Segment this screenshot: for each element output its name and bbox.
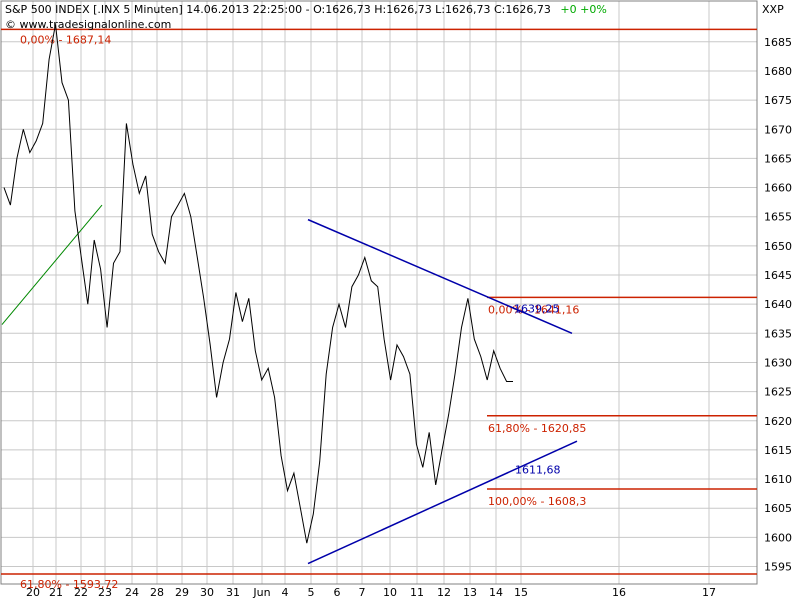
chart-title: S&P 500 INDEX [.INX 5 Minuten] 14.06.201…	[5, 3, 607, 16]
y-tick-label: 1625	[764, 386, 792, 399]
triangle-lower-trendline	[307, 440, 578, 565]
y-tick-label: 1595	[764, 561, 792, 574]
triangle-upper-trendline	[307, 218, 573, 334]
plot-frame	[0, 0, 758, 585]
fib-lower-label: 61,80% - 1620,85	[488, 422, 586, 435]
x-tick-label: 21	[49, 586, 63, 599]
fib-upper-label: 0,00% - 1687,14	[20, 33, 111, 46]
axis-corner-label: XXP	[762, 3, 784, 16]
x-tick-label: 15	[514, 586, 528, 599]
y-axis: 1595 1600 1605 1610 1615 1620 1625 1630 1635 1640…	[764, 36, 792, 574]
trend-lines: 1639,25 1611,68	[1, 204, 578, 565]
x-tick-label: 6	[334, 586, 341, 599]
y-tick-label: 1660	[764, 182, 792, 195]
y-tick-label: 1610	[764, 473, 792, 486]
x-tick-label: 24	[125, 586, 139, 599]
y-tick-label: 1615	[764, 444, 792, 457]
x-tick-label: 31	[226, 586, 240, 599]
y-tick-label: 1640	[764, 298, 792, 311]
x-tick-label: 11	[410, 586, 424, 599]
x-tick-label: 12	[437, 586, 451, 599]
x-tick-label: 10	[383, 586, 397, 599]
fib-lower-label: 100,00% - 1608,3	[488, 495, 586, 508]
price-series-line	[3, 24, 513, 544]
change-text: +0 +0%	[560, 3, 606, 16]
x-tick-label: 20	[26, 586, 40, 599]
x-tick-label: 23	[98, 586, 112, 599]
x-tick-label: 14	[489, 586, 503, 599]
x-tick-label: 4	[282, 586, 289, 599]
x-tick-label: 29	[175, 586, 189, 599]
fib-upper-label: 61,80% - 1593,72	[20, 578, 118, 591]
y-tick-label: 1655	[764, 211, 792, 224]
y-tick-label: 1685	[764, 36, 792, 49]
x-tick-label: 13	[463, 586, 477, 599]
triangle-bottom-label: 1611,68	[515, 463, 561, 476]
y-tick-label: 1620	[764, 415, 792, 428]
title-text: S&P 500 INDEX [.INX 5 Minuten] 14.06.201…	[5, 3, 551, 16]
y-tick-label: 1605	[764, 502, 792, 515]
x-tick-label: 5	[308, 586, 315, 599]
y-tick-label: 1635	[764, 327, 792, 340]
watermark: © www.tradesignalonline.com	[5, 18, 171, 31]
green-trendline	[1, 204, 103, 325]
x-tick-label: 17	[702, 586, 716, 599]
y-tick-label: 1630	[764, 356, 792, 369]
x-tick-label: 28	[150, 586, 164, 599]
y-tick-label: 1680	[764, 65, 792, 78]
y-tick-label: 1665	[764, 152, 792, 165]
x-tick-label: 30	[200, 586, 214, 599]
x-tick-label: 16	[612, 586, 626, 599]
x-tick-label: Jun	[252, 586, 270, 599]
triangle-top-label: 1639,25	[514, 303, 560, 316]
x-tick-label: 22	[74, 586, 88, 599]
y-tick-label: 1670	[764, 123, 792, 136]
grid-lines	[1, 1, 757, 584]
x-tick-label: 7	[359, 586, 366, 599]
y-tick-label: 1675	[764, 94, 792, 107]
y-tick-label: 1650	[764, 240, 792, 253]
x-axis: 20 21 22 23 24 28 29 30 31 Jun 4 5 6 7 10 11 12 13 14 15 16 1…	[26, 586, 716, 599]
y-tick-label: 1645	[764, 269, 792, 282]
y-tick-label: 1600	[764, 531, 792, 544]
